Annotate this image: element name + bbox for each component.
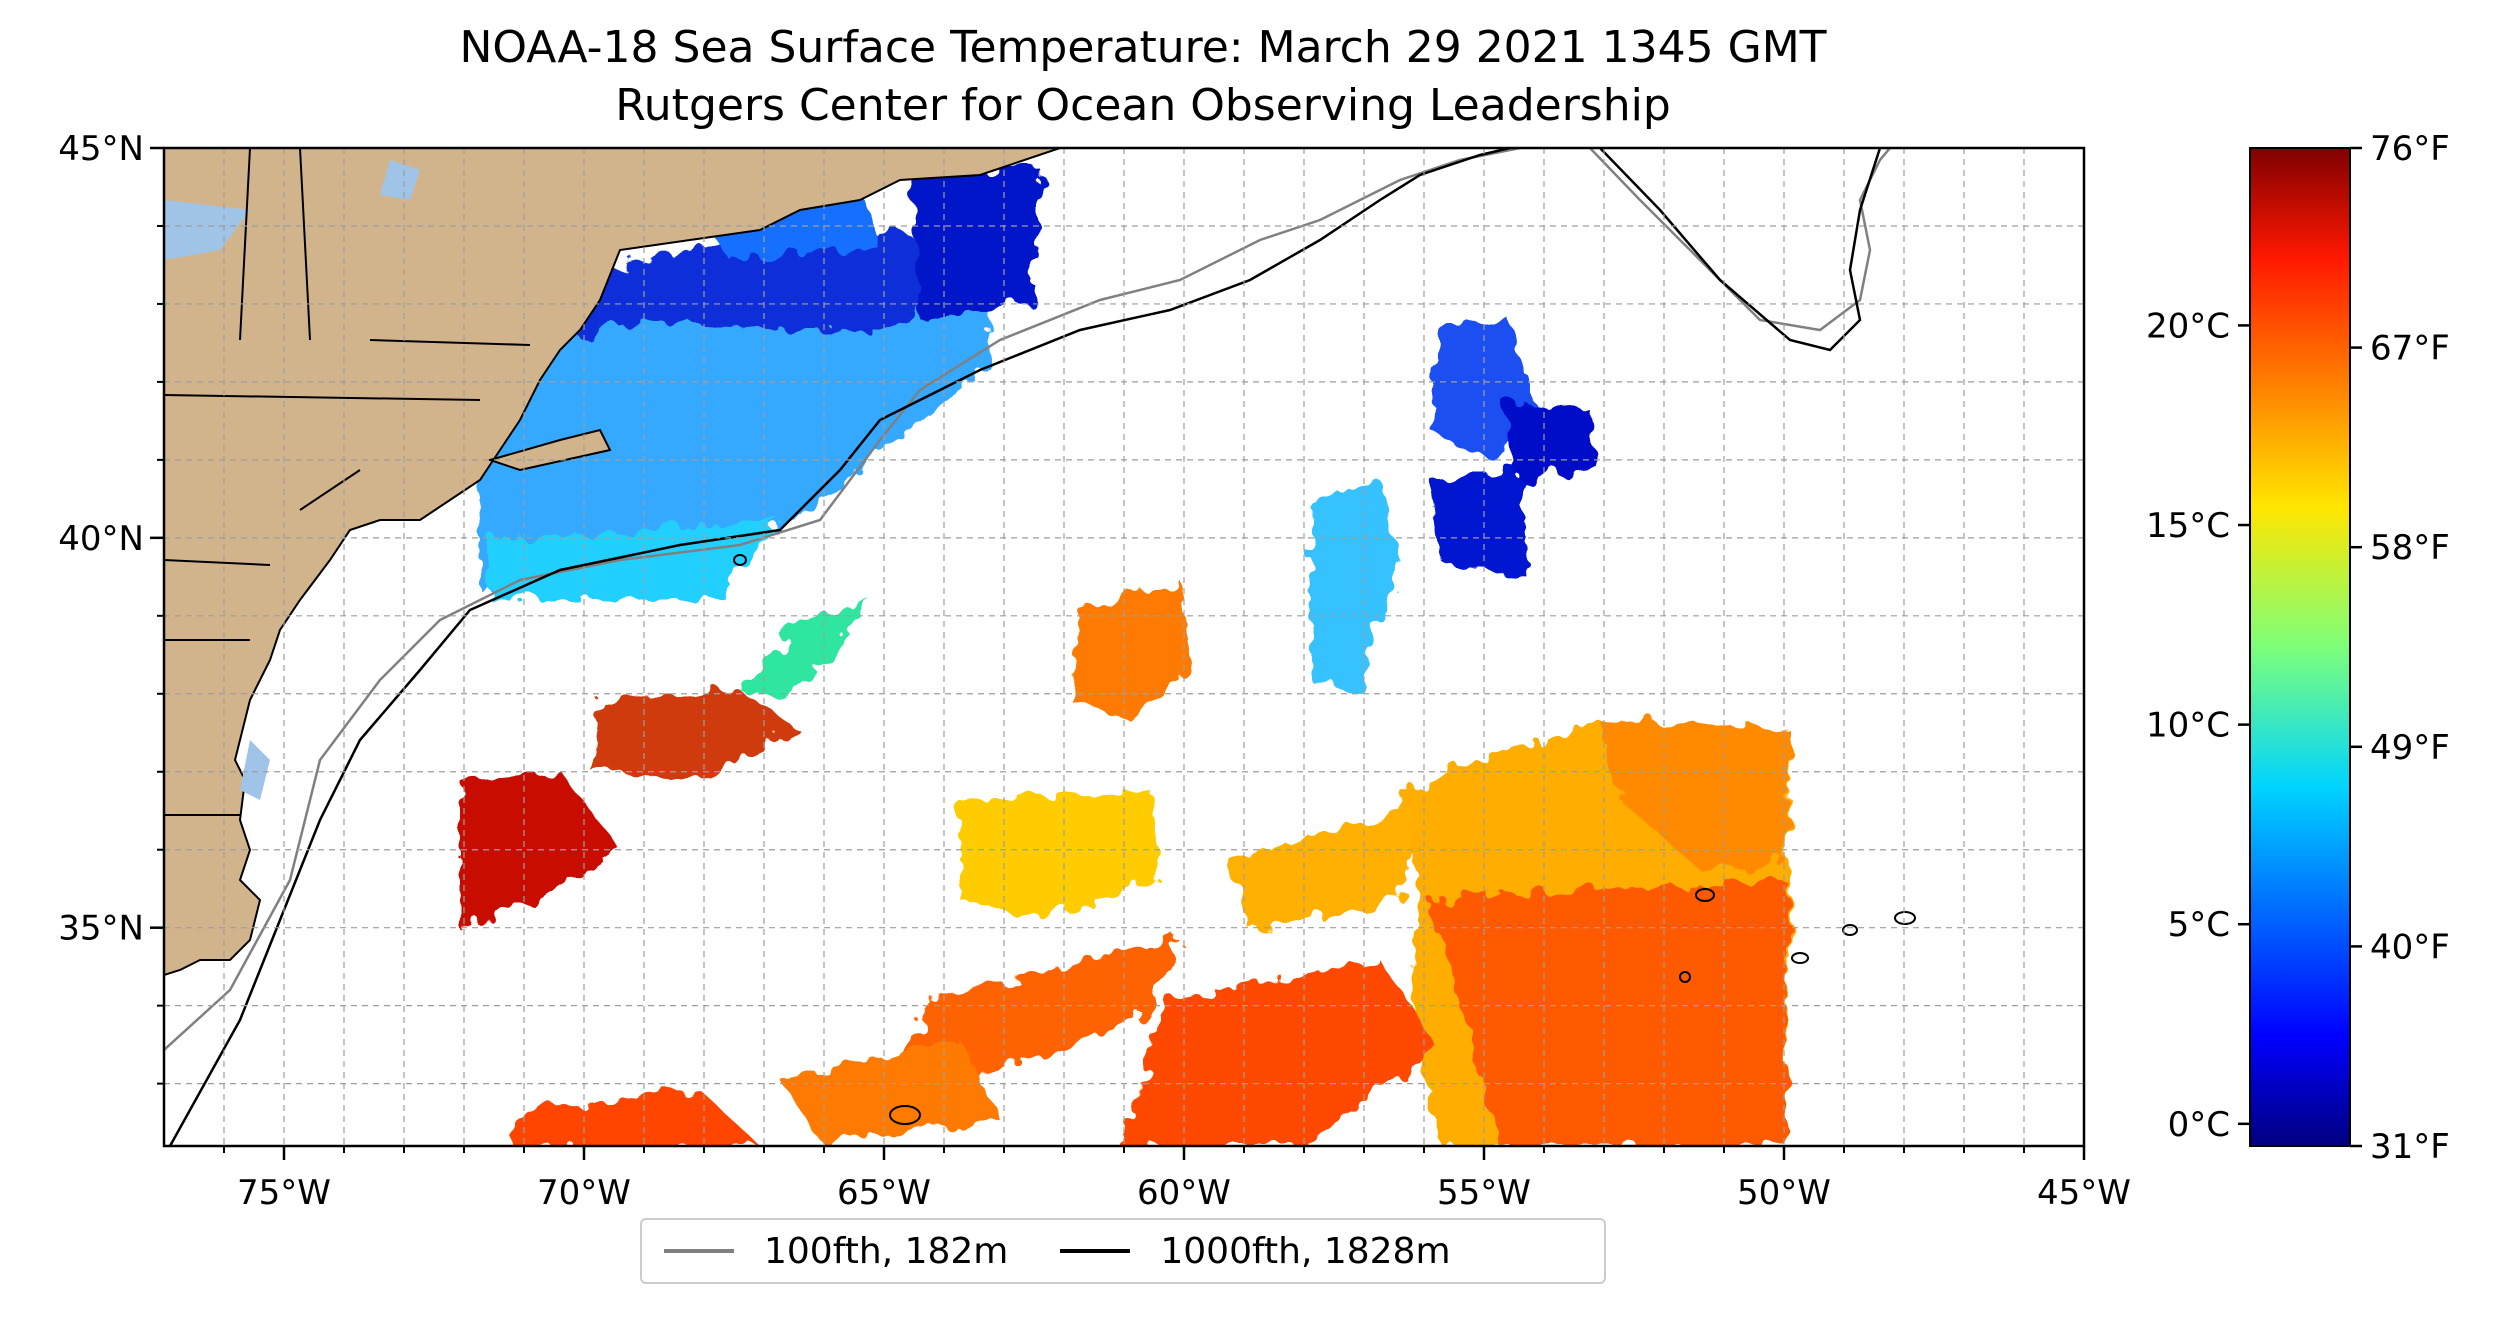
map-axis-ticks bbox=[150, 146, 2086, 1160]
lon-tick-label: 45°W bbox=[2037, 1173, 2131, 1213]
fahrenheit-tick-label: 31°F bbox=[2370, 1127, 2450, 1167]
legend-line-1000fth bbox=[1060, 1249, 1131, 1253]
graticule bbox=[164, 148, 2084, 1146]
lon-tick-label: 65°W bbox=[837, 1173, 931, 1213]
celsius-tick-label: 0°C bbox=[2168, 1105, 2230, 1145]
celsius-tick-label: 20°C bbox=[2146, 306, 2230, 346]
colorbar bbox=[2249, 147, 2351, 1147]
lon-tick-label: 60°W bbox=[1137, 1173, 1231, 1213]
map-title: NOAA-18 Sea Surface Temperature: March 2… bbox=[459, 22, 1827, 73]
colorbar-fahrenheit-ticks: 76°F 67°F 58°F 49°F 40°F 31°F bbox=[2350, 129, 2450, 1167]
sst-data-layer bbox=[460, 168, 1790, 1146]
colorbar-celsius-ticks: 20°C 15°C 10°C 5°C 0°C bbox=[2146, 306, 2250, 1145]
legend-item-100fth: 100fth, 182m bbox=[664, 1231, 1008, 1272]
fahrenheit-tick-label: 58°F bbox=[2370, 528, 2450, 568]
celsius-tick-label: 5°C bbox=[2168, 905, 2230, 945]
seamounts bbox=[733, 554, 1916, 1125]
celsius-tick-label: 15°C bbox=[2146, 506, 2230, 546]
legend-label-100fth: 100fth, 182m bbox=[764, 1230, 1009, 1272]
legend-label-1000fth: 1000fth, 1828m bbox=[1160, 1230, 1451, 1272]
lon-tick-label: 55°W bbox=[1437, 1173, 1531, 1213]
lat-tick-label: 40°N bbox=[58, 519, 144, 559]
lon-tick-label: 50°W bbox=[1737, 1173, 1831, 1213]
map-subtitle: Rutgers Center for Ocean Observing Leade… bbox=[615, 80, 1671, 131]
contour-100fth bbox=[164, 148, 1521, 1051]
land-layer bbox=[164, 148, 1061, 977]
fahrenheit-tick-label: 76°F bbox=[2370, 129, 2450, 169]
legend-item-1000fth: 1000fth, 1828m bbox=[1060, 1230, 1451, 1272]
map-area bbox=[164, 148, 2084, 1146]
contour-1000fth bbox=[168, 148, 1511, 1146]
fahrenheit-tick-label: 67°F bbox=[2370, 329, 2450, 369]
fahrenheit-tick-label: 49°F bbox=[2370, 728, 2450, 768]
map-axis-labels: 75°W 70°W 65°W 60°W 55°W 50°W 45°W 45°N 40°N 35°N bbox=[58, 129, 2131, 1213]
lat-tick-label: 45°N bbox=[58, 129, 144, 169]
contour-legend: 100fth, 182m 1000fth, 1828m bbox=[640, 1218, 1606, 1284]
celsius-tick-label: 10°C bbox=[2146, 706, 2230, 746]
lat-tick-label: 35°N bbox=[58, 909, 144, 949]
lon-tick-label: 75°W bbox=[237, 1173, 331, 1213]
fahrenheit-tick-label: 40°F bbox=[2370, 927, 2450, 967]
legend-line-100fth bbox=[664, 1249, 734, 1253]
state-boundaries bbox=[164, 148, 531, 816]
lon-tick-label: 70°W bbox=[537, 1173, 631, 1213]
